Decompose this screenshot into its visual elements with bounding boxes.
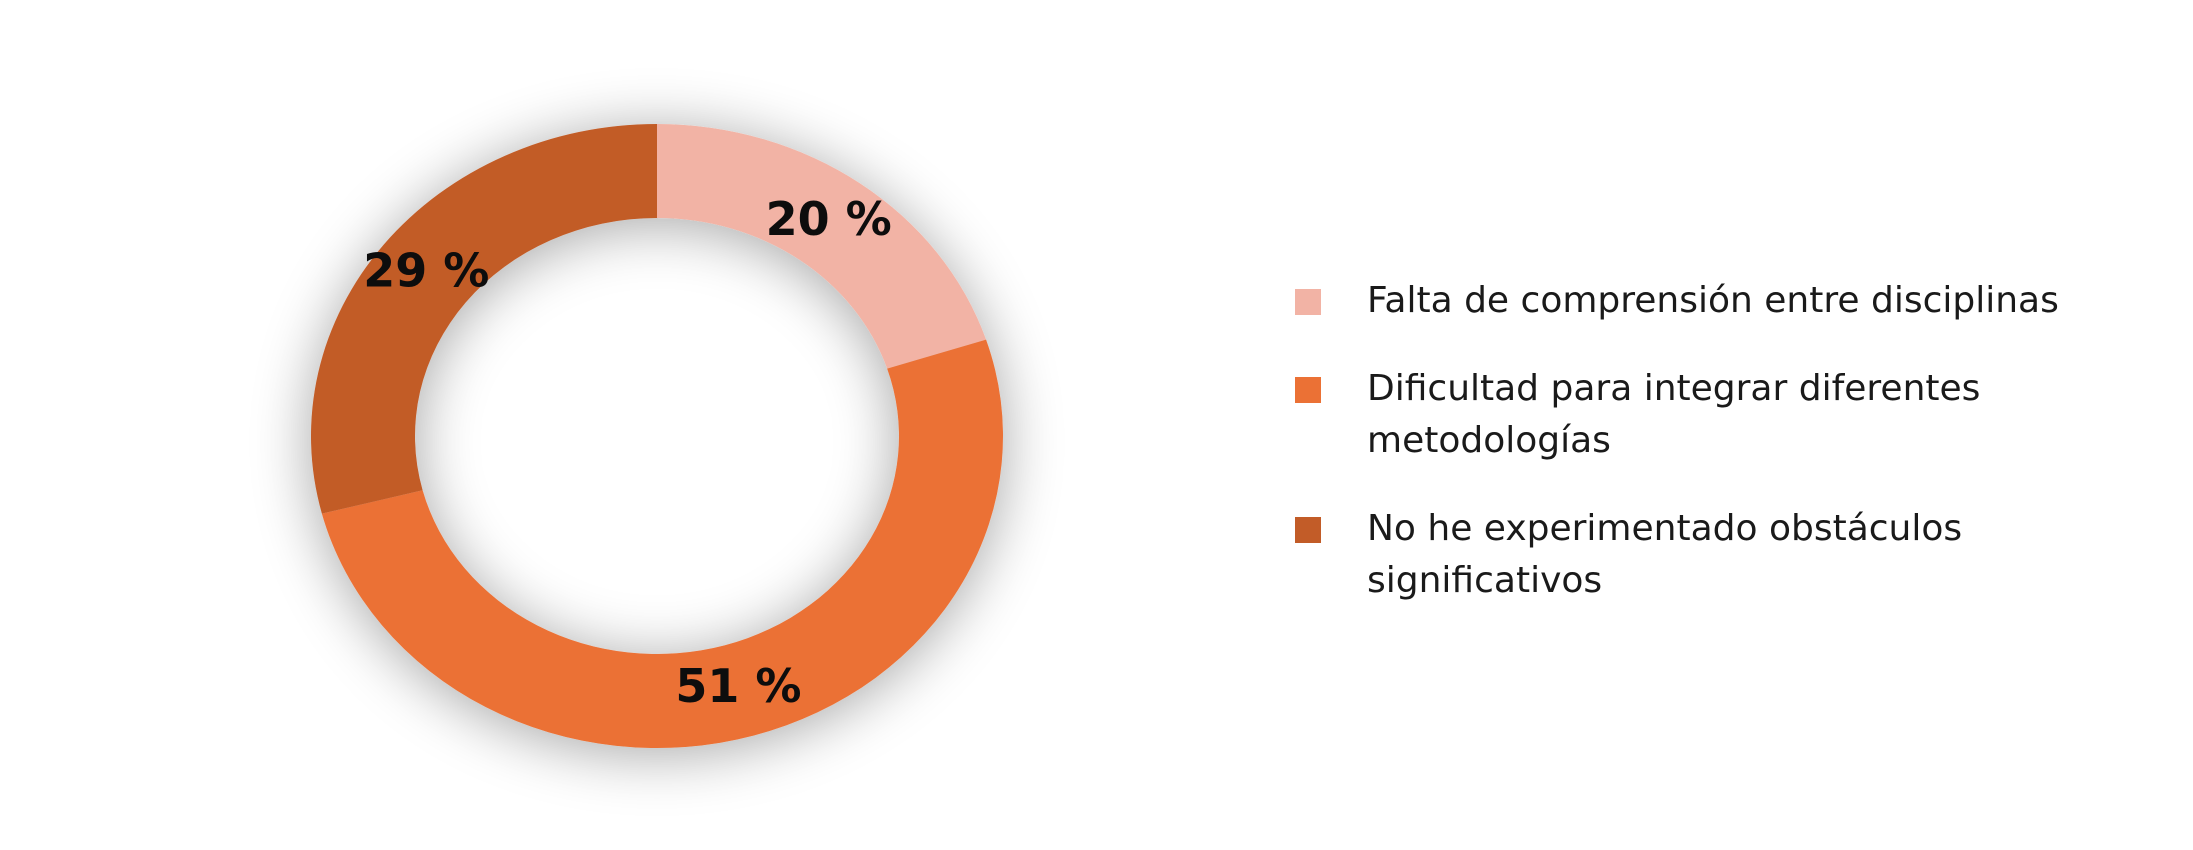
donut-slice — [321, 339, 1004, 749]
donut-slices — [311, 124, 1004, 749]
legend-swatch — [1295, 377, 1321, 403]
donut-chart: 20 % 51 % 29 % — [311, 124, 1004, 749]
legend-label: Falta de comprensión entre disciplinas — [1367, 280, 2059, 321]
legend-label: No he experimentado obstáculos significa… — [1367, 508, 1963, 601]
donut-value-labels: 20 % 51 % 29 % — [363, 192, 891, 713]
legend-item: No he experimentado obstáculos significa… — [1295, 503, 2165, 607]
legend: Falta de comprensión entre disciplinas D… — [1295, 275, 2165, 607]
legend-swatch — [1295, 289, 1321, 315]
legend-label: Dificultad para integrar diferentes meto… — [1367, 368, 1981, 461]
slice-value-label: 29 % — [363, 244, 489, 298]
slice-value-label: 20 % — [766, 192, 892, 246]
donut-slice — [311, 124, 657, 514]
legend-item: Dificultad para integrar diferentes meto… — [1295, 363, 2165, 467]
donut-slice — [657, 124, 987, 369]
legend-item: Falta de comprensión entre disciplinas — [1295, 275, 2165, 327]
legend-swatch — [1295, 517, 1321, 543]
donut-chart-svg: 20 % 51 % 29 % — [311, 124, 1004, 749]
slice-value-label: 51 % — [675, 659, 801, 713]
